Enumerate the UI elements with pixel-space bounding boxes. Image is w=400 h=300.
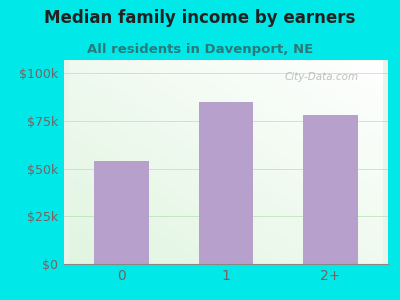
Text: City-Data.com: City-Data.com bbox=[284, 72, 358, 82]
Bar bbox=[199, 102, 253, 264]
Bar bbox=[94, 161, 149, 264]
Bar bbox=[303, 115, 358, 264]
Text: Median family income by earners: Median family income by earners bbox=[44, 9, 356, 27]
Text: All residents in Davenport, NE: All residents in Davenport, NE bbox=[87, 44, 313, 56]
